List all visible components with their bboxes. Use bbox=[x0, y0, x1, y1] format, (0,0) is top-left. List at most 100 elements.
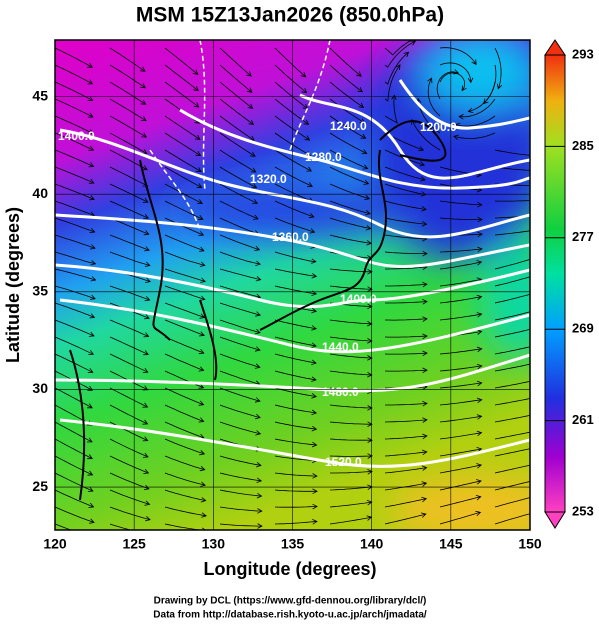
stream-arrow bbox=[458, 114, 464, 120]
streamline bbox=[274, 217, 315, 233]
colorbar-tick-label: 277 bbox=[572, 229, 594, 244]
stream-arrow bbox=[532, 413, 537, 418]
stream-arrow bbox=[531, 429, 536, 434]
stream-arrow bbox=[421, 221, 428, 227]
streamline bbox=[384, 52, 409, 85]
streamline bbox=[439, 415, 482, 423]
streamline bbox=[385, 266, 427, 270]
plot-area: 1200.0 1240.0 1280.0 1320.0 1360.0 1400.… bbox=[55, 40, 537, 530]
stream-arrow bbox=[301, 87, 308, 94]
streamline bbox=[55, 455, 93, 476]
y-tick-label: 30 bbox=[32, 380, 48, 396]
streamline bbox=[436, 71, 459, 100]
streamline bbox=[164, 47, 199, 75]
streamline bbox=[219, 421, 261, 435]
stream-arrow bbox=[89, 313, 96, 319]
streamline bbox=[329, 149, 368, 169]
stream-arrow bbox=[532, 228, 537, 233]
stream-arrow bbox=[142, 385, 149, 391]
streamline bbox=[164, 353, 204, 371]
streamline bbox=[274, 200, 314, 218]
streamline bbox=[109, 285, 150, 301]
streamline bbox=[439, 365, 482, 372]
streamline bbox=[384, 451, 427, 457]
stream-arrow bbox=[89, 244, 96, 250]
credit: Data from http://database.rish.kyoto-u.a… bbox=[153, 610, 427, 621]
stream-arrow bbox=[255, 276, 262, 282]
stream-arrow bbox=[254, 245, 261, 251]
stream-arrow bbox=[453, 69, 460, 75]
colorbar-tick-label: 285 bbox=[572, 138, 594, 153]
streamline bbox=[109, 200, 149, 219]
stream-arrow bbox=[254, 363, 261, 369]
streamline bbox=[219, 200, 259, 220]
stream-arrow bbox=[531, 292, 536, 297]
stream-arrow bbox=[257, 523, 263, 529]
streamline bbox=[274, 166, 313, 187]
streamline bbox=[494, 47, 502, 89]
streamline bbox=[455, 115, 496, 127]
contour-label: 1520.0 bbox=[325, 455, 362, 469]
streamline bbox=[384, 352, 428, 355]
stream-arrow bbox=[197, 215, 204, 221]
stream-arrow bbox=[422, 333, 428, 340]
stream-arrow bbox=[532, 243, 537, 248]
stream-arrow bbox=[531, 327, 536, 332]
stream-arrow bbox=[532, 153, 537, 158]
stream-arrow bbox=[199, 295, 206, 301]
stream-arrow bbox=[308, 212, 315, 219]
streamline bbox=[164, 81, 200, 108]
stream-arrow bbox=[139, 66, 146, 72]
stream-arrow bbox=[256, 477, 263, 483]
stream-arrow bbox=[142, 452, 149, 458]
streamline bbox=[453, 132, 496, 139]
stream-arrow bbox=[422, 316, 428, 322]
stream-arrow bbox=[312, 488, 318, 495]
stream-arrow bbox=[87, 96, 94, 101]
streamline bbox=[274, 421, 317, 430]
stream-arrow bbox=[477, 231, 483, 238]
stream-arrow bbox=[418, 146, 425, 152]
stream-arrow bbox=[87, 403, 93, 409]
stream-arrow bbox=[476, 363, 483, 370]
stream-arrow bbox=[461, 85, 467, 92]
streamline bbox=[164, 489, 206, 501]
streamline bbox=[164, 64, 199, 91]
streamline bbox=[274, 183, 314, 203]
streamline bbox=[439, 382, 482, 389]
stream-arrow bbox=[311, 273, 318, 279]
streamline bbox=[494, 293, 530, 304]
stream-arrow bbox=[467, 107, 474, 113]
stream-arrow bbox=[531, 495, 536, 500]
stream-arrow bbox=[307, 182, 313, 188]
contour-labels: 1200.0 1240.0 1280.0 1320.0 1360.0 1400.… bbox=[58, 119, 457, 469]
stream-arrow bbox=[309, 228, 316, 234]
streamline bbox=[494, 311, 530, 321]
streamline bbox=[164, 285, 205, 300]
stream-arrow bbox=[356, 71, 362, 77]
stream-arrow bbox=[90, 276, 97, 282]
streamline bbox=[329, 81, 364, 108]
stream-arrow bbox=[531, 309, 536, 314]
stream-arrow bbox=[367, 437, 373, 443]
y-tick-label: 40 bbox=[32, 185, 48, 201]
stream-arrow bbox=[303, 119, 310, 125]
streamline bbox=[384, 467, 427, 474]
stream-arrow bbox=[88, 349, 95, 355]
stream-arrow bbox=[192, 69, 199, 75]
stream-arrow bbox=[87, 454, 93, 460]
stream-arrow bbox=[88, 331, 95, 337]
stream-arrow bbox=[248, 119, 255, 125]
title: MSM 15Z13Jan2026 (850.0hPa) bbox=[136, 4, 444, 27]
stream-arrow bbox=[143, 230, 150, 236]
streamline bbox=[219, 115, 255, 141]
stream-arrow bbox=[88, 178, 95, 184]
streamline bbox=[55, 421, 93, 443]
streamline bbox=[384, 435, 427, 440]
stream-arrow bbox=[475, 495, 482, 501]
streamline bbox=[219, 489, 262, 497]
streamline bbox=[109, 438, 149, 458]
streamline bbox=[109, 166, 148, 187]
streamline bbox=[494, 481, 530, 491]
streamline bbox=[439, 399, 482, 406]
